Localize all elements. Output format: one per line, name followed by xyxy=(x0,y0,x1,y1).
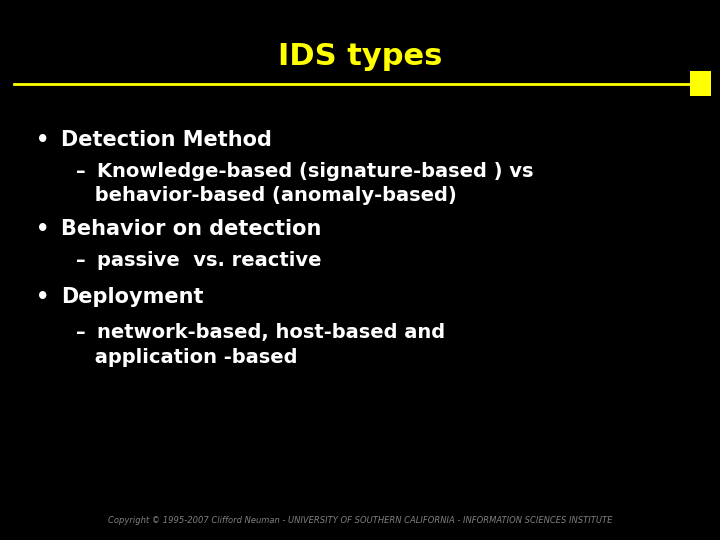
FancyBboxPatch shape xyxy=(690,71,711,96)
Text: application -based: application -based xyxy=(61,348,297,367)
Text: network-based, host-based and: network-based, host-based and xyxy=(97,323,446,342)
Text: Copyright © 1995-2007 Clifford Neuman - UNIVERSITY OF SOUTHERN CALIFORNIA - INFO: Copyright © 1995-2007 Clifford Neuman - … xyxy=(108,516,612,525)
Text: Behavior on detection: Behavior on detection xyxy=(61,219,322,239)
Text: Knowledge-based (signature-based ) vs: Knowledge-based (signature-based ) vs xyxy=(97,162,534,181)
Text: behavior-based (anomaly-based): behavior-based (anomaly-based) xyxy=(61,186,457,205)
Text: IDS types: IDS types xyxy=(278,42,442,71)
Text: Deployment: Deployment xyxy=(61,287,204,307)
Text: passive  vs. reactive: passive vs. reactive xyxy=(97,251,322,270)
Text: •: • xyxy=(36,219,50,239)
Text: •: • xyxy=(36,287,50,307)
Text: –: – xyxy=(76,162,85,181)
Text: –: – xyxy=(76,323,85,342)
Text: •: • xyxy=(36,130,50,150)
Text: –: – xyxy=(76,251,85,270)
Text: Detection Method: Detection Method xyxy=(61,130,272,150)
